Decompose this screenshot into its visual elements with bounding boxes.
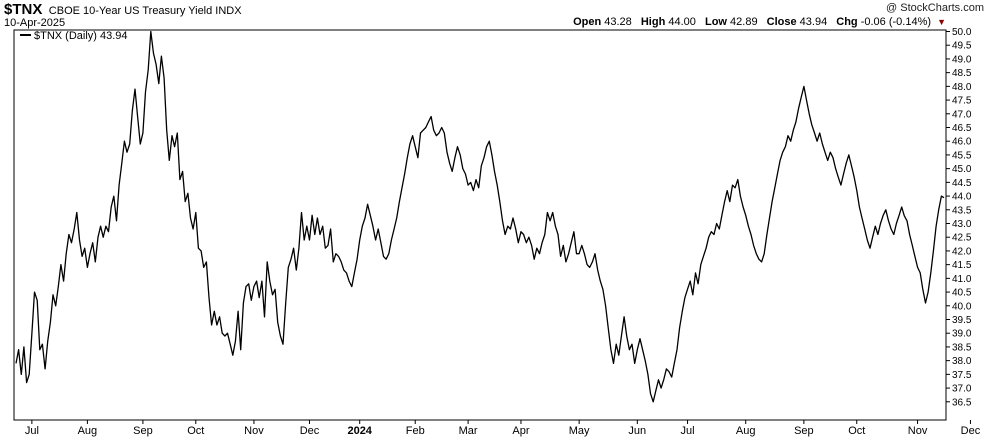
close-label: Close [766, 16, 797, 28]
x-tick-label: Feb [406, 425, 425, 437]
y-tick-label: 42.0 [952, 246, 972, 257]
low-label: Low [704, 16, 727, 28]
ohlc-readout: Open 43.28 High 44.00 Low 42.89 Close 43… [567, 16, 946, 28]
x-tick-label: Oct [848, 425, 865, 437]
y-tick-label: 50.0 [952, 27, 972, 38]
series-line [15, 30, 945, 403]
y-tick-label: 45.0 [952, 164, 972, 175]
stockcharts-credit: @ StockCharts.com [886, 2, 984, 14]
y-tick-label: 37.5 [952, 370, 972, 381]
symbol-description: CBOE 10-Year US Treasury Yield INDX [48, 5, 242, 17]
y-tick-label: 44.0 [952, 192, 972, 203]
y-tick-label: 38.5 [952, 342, 972, 353]
x-tick-label: Mar [459, 425, 478, 437]
chart-legend: $TNX (Daily) 43.94 [20, 30, 128, 42]
x-tick-label: Apr [512, 425, 529, 437]
y-tick-label: 37.0 [952, 384, 972, 395]
low-value: 42.89 [730, 16, 758, 28]
x-tick-label: Jul [681, 425, 695, 437]
chart-date: 10-Apr-2025 [4, 17, 66, 29]
x-tick-label: Nov [244, 425, 264, 437]
x-tick-label: Aug [736, 425, 756, 437]
x-tick-label: Aug [78, 425, 98, 437]
x-tick-label: Jul [25, 425, 39, 437]
x-tick-label: Oct [187, 425, 204, 437]
high-value: 44.00 [668, 16, 696, 28]
y-tick-label: 49.5 [952, 41, 972, 52]
legend-label: $TNX (Daily) 43.94 [34, 30, 128, 42]
chg-value: -0.06 (-0.14%) [860, 16, 932, 28]
y-tick-label: 47.5 [952, 96, 972, 107]
y-tick-label: 44.5 [952, 178, 972, 189]
y-tick-label: 40.0 [952, 301, 972, 312]
y-tick-label: 48.0 [952, 82, 972, 93]
x-tick-label: Nov [908, 425, 928, 437]
y-tick-label: 39.0 [952, 329, 972, 340]
y-tick-label: 46.0 [952, 137, 972, 148]
plot-area [13, 29, 947, 421]
symbol-header: $TNX CBOE 10-Year US Treasury Yield INDX [4, 1, 242, 19]
x-tick-label: May [569, 425, 590, 437]
y-tick-label: 36.5 [952, 397, 972, 408]
y-tick-label: 41.0 [952, 274, 972, 285]
x-tick-label: 2024 [347, 425, 372, 437]
y-tick-label: 40.5 [952, 288, 972, 299]
y-tick-label: 45.5 [952, 150, 972, 161]
y-tick-label: 47.0 [952, 109, 972, 120]
x-tick-label: Sep [794, 425, 814, 437]
y-tick-label: 49.0 [952, 54, 972, 65]
open-label: Open [573, 16, 602, 28]
close-value: 43.94 [799, 16, 828, 28]
y-tick-label: 46.5 [952, 123, 972, 134]
y-tick-label: 38.0 [952, 356, 972, 367]
symbol: $TNX [4, 1, 43, 18]
down-triangle-icon: ▼ [937, 17, 946, 27]
y-axis: 36.5 37.0 37.5 38.0 38.5 39.0 39.5 40.0 40.5 41.0… [946, 27, 972, 408]
x-tick-label: Sep [133, 425, 153, 437]
chg-label: Chg [836, 16, 858, 28]
high-label: High [640, 16, 666, 28]
y-tick-label: 43.0 [952, 219, 972, 230]
x-tick-label: Jun [628, 425, 646, 437]
y-tick-label: 48.5 [952, 68, 972, 79]
y-tick-label: 39.5 [952, 315, 972, 326]
x-tick-label: Dec [300, 425, 320, 437]
y-tick-label: 41.5 [952, 260, 972, 271]
x-axis: Jul Aug Sep Oct Nov Dec 2024 Feb Mar Apr May Jun Jul… [25, 420, 981, 437]
y-tick-label: 42.5 [952, 233, 972, 244]
open-value: 43.28 [604, 16, 632, 28]
x-tick-label: Dec [961, 425, 981, 437]
y-tick-label: 43.5 [952, 205, 972, 216]
